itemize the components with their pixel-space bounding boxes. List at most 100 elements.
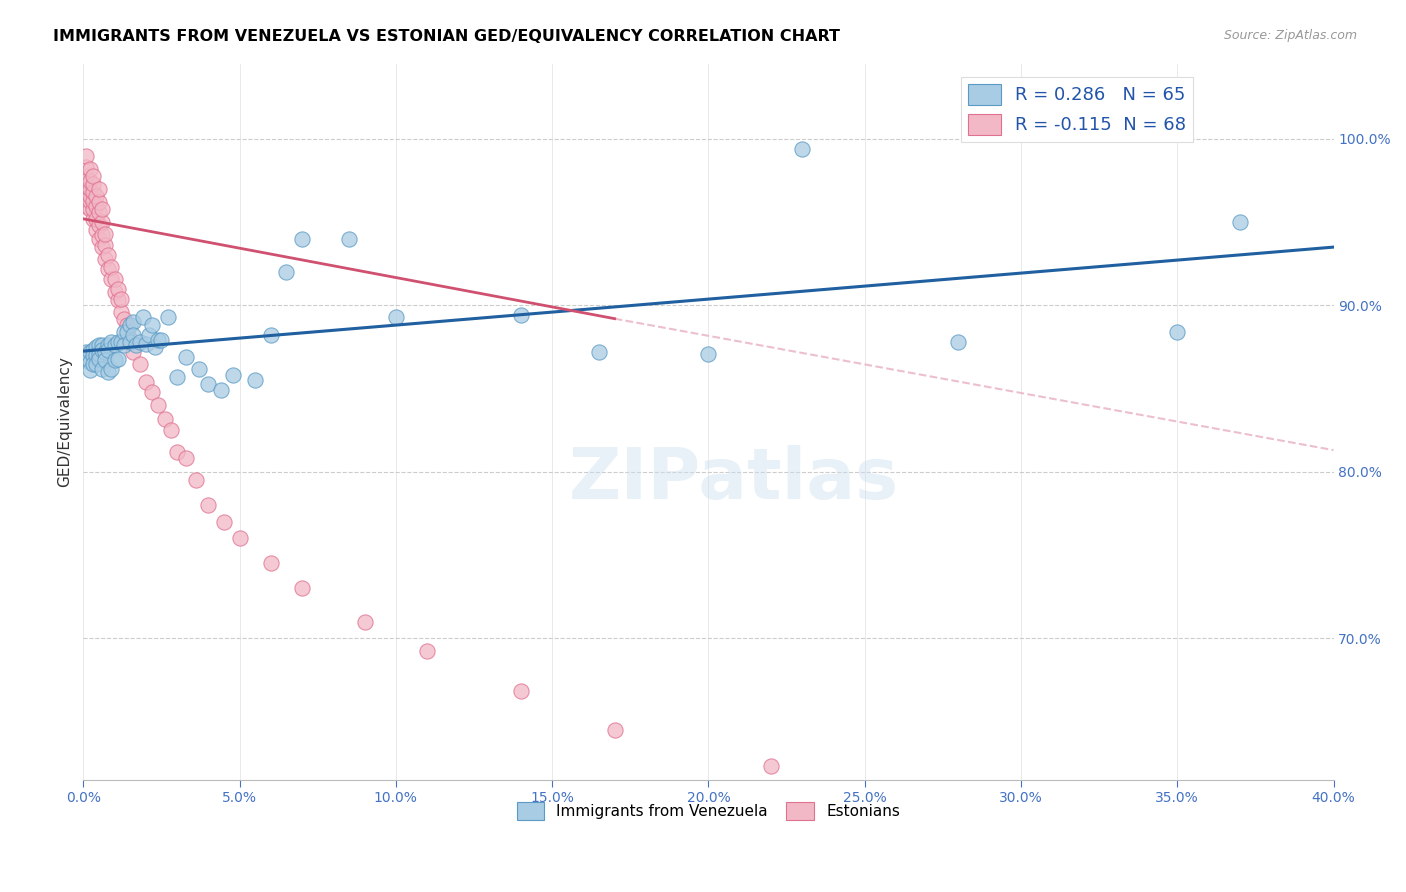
Point [112,311,135,326]
Point [79,202,101,216]
Point [148,333,170,347]
Point [82,357,104,371]
Point [150,333,173,347]
Point [245,373,267,387]
Point [84,188,107,202]
Point [87,219,110,233]
Point [141,384,163,399]
Point [135,336,157,351]
Point [143,340,166,354]
Text: Source: ZipAtlas.com: Source: ZipAtlas.com [1223,29,1357,43]
Legend: Immigrants from Venezuela, Estonians: Immigrants from Venezuela, Estonians [510,796,905,826]
Point [97,343,120,358]
Point [110,334,132,349]
Point [138,328,160,343]
Point [209,383,232,397]
Point [131,310,153,324]
Point [79,173,101,187]
Point [87,351,110,366]
Point [75,160,97,174]
Point [112,325,135,339]
Point [148,398,170,412]
Point [153,411,176,425]
Point [212,515,235,529]
Point [91,338,114,352]
Point [82,211,104,226]
Point [82,343,104,358]
Point [84,198,107,212]
Point [94,353,117,368]
Point [122,315,145,329]
Text: ZIPatlas: ZIPatlas [568,444,898,514]
Point [122,345,145,359]
Point [75,345,97,359]
Point [97,248,120,262]
Point [87,182,110,196]
Point [276,265,298,279]
Point [87,338,110,352]
Point [228,531,250,545]
Point [1166,325,1188,339]
Point [1229,215,1251,229]
Point [159,423,181,437]
Point [115,318,138,333]
Point [91,215,114,229]
Point [84,357,107,371]
Point [176,451,198,466]
Point [120,332,142,346]
Point [260,556,283,570]
Point [82,169,104,183]
Text: IMMIGRANTS FROM VENEZUELA VS ESTONIAN GED/EQUIVALENCY CORRELATION CHART: IMMIGRANTS FROM VENEZUELA VS ESTONIAN GE… [53,29,841,45]
Point [125,338,148,352]
Point [260,328,283,343]
Point [82,177,104,191]
Point [110,292,132,306]
Point [79,355,101,369]
Point [91,202,114,216]
Point [588,345,610,359]
Point [107,334,129,349]
Point [353,615,375,629]
Point [103,271,125,285]
Point [94,227,117,241]
Point [135,375,157,389]
Point [94,345,117,359]
Point [82,185,104,199]
Point [100,260,122,274]
Point [91,361,114,376]
Point [110,305,132,319]
Point [75,173,97,187]
Point [94,238,117,252]
Point [100,271,122,285]
Point [79,188,101,202]
Point [75,148,97,162]
Point [100,361,122,376]
Point [141,318,163,333]
Point [120,334,142,349]
Point [184,473,207,487]
Point [948,334,970,349]
Point [166,444,188,458]
Point [75,169,97,183]
Point [82,202,104,216]
Point [603,723,626,737]
Point [107,293,129,308]
Point [115,325,138,339]
Point [222,368,245,383]
Point [79,345,101,359]
Point [79,363,101,377]
Point [291,581,314,595]
Point [128,334,150,349]
Point [87,205,110,219]
Point [94,252,117,266]
Point [128,357,150,371]
Point [75,351,97,366]
Point [103,285,125,299]
Point [75,198,97,212]
Point [385,310,408,324]
Point [75,185,97,199]
Point [97,261,120,276]
Point [509,684,531,698]
Point [84,223,107,237]
Point [84,211,107,226]
